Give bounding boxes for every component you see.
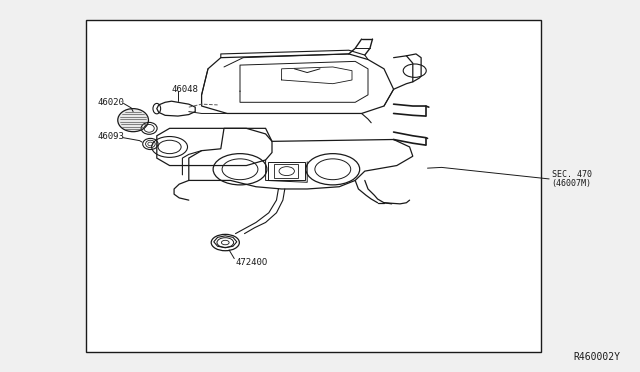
Text: R460002Y: R460002Y bbox=[574, 352, 621, 362]
Text: (46007M): (46007M) bbox=[552, 179, 591, 187]
Bar bbox=[274, 164, 298, 178]
Text: 47240O: 47240O bbox=[236, 258, 268, 267]
Text: 46020: 46020 bbox=[97, 98, 124, 107]
Text: 46093: 46093 bbox=[97, 132, 124, 141]
Ellipse shape bbox=[118, 109, 148, 132]
Bar bbox=[268, 162, 305, 180]
Text: SEC. 470: SEC. 470 bbox=[552, 170, 591, 179]
Bar bbox=[86, 20, 541, 352]
Text: 46048: 46048 bbox=[172, 85, 198, 94]
